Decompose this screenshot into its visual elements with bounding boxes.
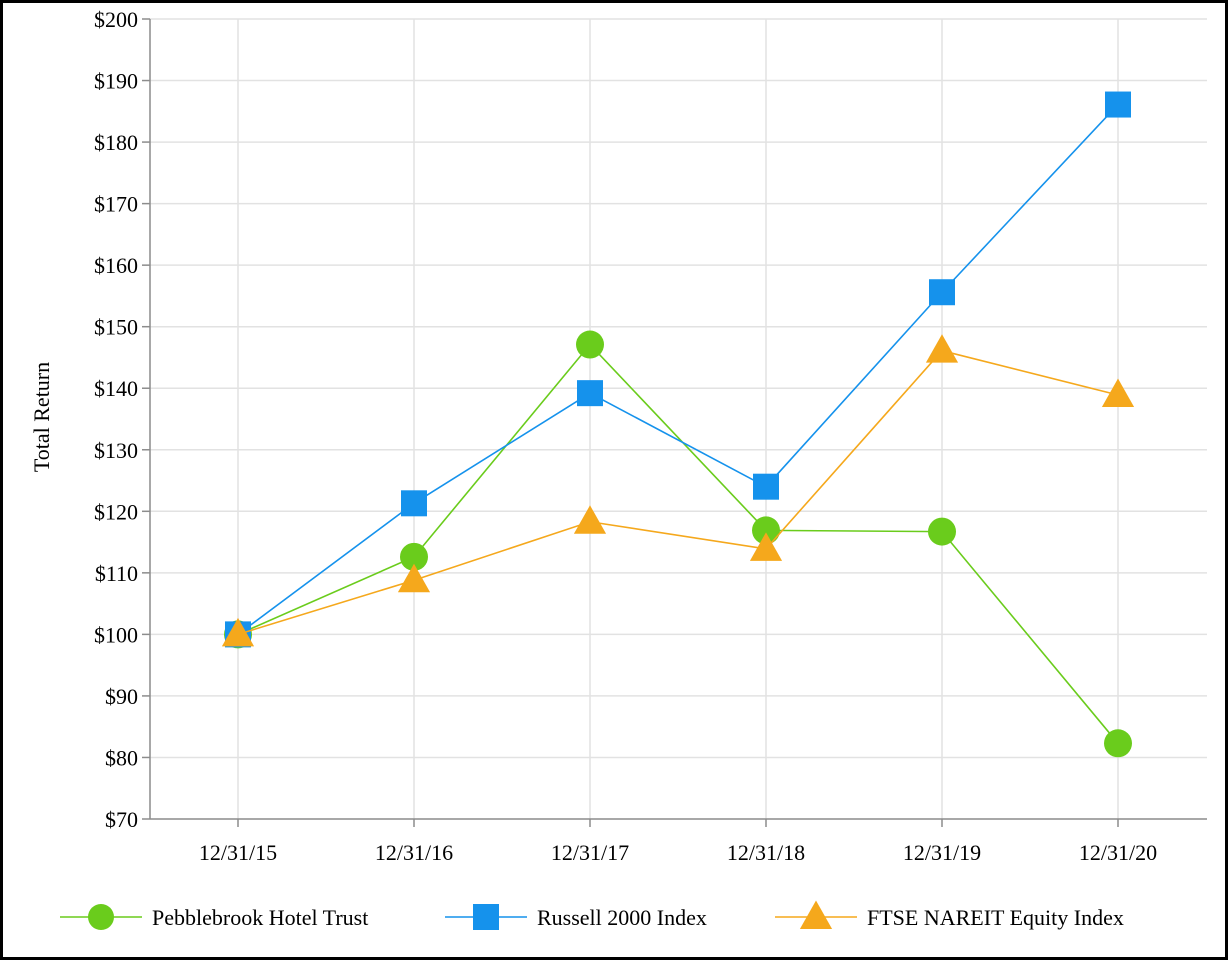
legend-label: FTSE NAREIT Equity Index <box>867 905 1124 930</box>
y-tick-label: $180 <box>94 130 138 155</box>
data-point-marker <box>749 532 783 561</box>
series-layer <box>221 91 1135 758</box>
x-tick-label: 12/31/16 <box>375 840 453 865</box>
y-tick-label: $190 <box>94 69 138 94</box>
y-tick-label: $90 <box>105 684 138 709</box>
legend-label: Pebblebrook Hotel Trust <box>152 905 368 930</box>
x-tick-label: 12/31/17 <box>551 840 629 865</box>
data-point-marker <box>929 279 955 306</box>
axes <box>142 18 1207 827</box>
data-point-marker <box>573 505 607 534</box>
y-tick-label: $100 <box>94 622 138 647</box>
total-return-line-chart: $70 $80 $90 $100 $110 $120 $130 $140 $150 $160 $17… <box>29 7 1207 930</box>
data-point-marker <box>577 380 603 407</box>
x-tick-label: 12/31/18 <box>727 840 805 865</box>
y-tick-label: $150 <box>94 315 138 340</box>
data-point-marker <box>397 563 431 593</box>
data-point-marker <box>1105 91 1131 118</box>
x-tick-label: 12/31/15 <box>199 840 277 865</box>
legend-marker <box>473 904 499 930</box>
legend-item-russell-2000-index: Russell 2000 Index <box>445 904 707 930</box>
y-tick-label: $110 <box>95 561 138 586</box>
data-point-marker <box>221 617 255 647</box>
legend-item-ftse-nareit-equity-index: FTSE NAREIT Equity Index <box>775 900 1124 930</box>
y-tick-label: $70 <box>105 807 138 832</box>
data-point-marker <box>1104 729 1132 758</box>
data-point-marker <box>400 542 428 571</box>
legend: Pebblebrook Hotel Trust Russell 2000 Inde… <box>60 900 1124 930</box>
y-axis-label: Total Return <box>29 362 54 472</box>
y-tick-label: $130 <box>94 438 138 463</box>
series-line <box>237 343 1119 744</box>
legend-label: Russell 2000 Index <box>537 905 707 930</box>
y-tick-label: $160 <box>94 253 138 278</box>
legend-item-pebblebrook-hotel-trust: Pebblebrook Hotel Trust <box>60 904 368 930</box>
data-point-marker <box>401 490 427 517</box>
y-tick-labels: $70 $80 $90 $100 $110 $120 $130 $140 $150 $160 $17… <box>94 7 138 832</box>
data-point-marker <box>925 334 959 363</box>
legend-marker <box>88 904 114 930</box>
legend-marker <box>799 900 833 929</box>
x-tick-label: 12/31/20 <box>1079 840 1157 865</box>
series-pebblebrook-hotel-trust <box>224 330 1132 758</box>
data-point-marker <box>752 516 780 545</box>
grid-lines <box>150 18 1207 819</box>
y-tick-label: $170 <box>94 192 138 217</box>
y-tick-label: $80 <box>105 745 138 770</box>
y-tick-label: $120 <box>94 499 138 524</box>
data-point-marker <box>576 330 604 359</box>
series-line <box>237 349 1119 636</box>
series-ftse-nareit-equity-index <box>221 334 1135 647</box>
y-tick-label: $200 <box>94 7 138 32</box>
series-line <box>237 103 1119 636</box>
y-tick-label: $140 <box>94 376 138 401</box>
data-point-marker <box>928 517 956 546</box>
series-russell-2000-index <box>225 91 1131 648</box>
data-point-marker <box>1101 378 1135 407</box>
data-point-marker <box>753 473 779 500</box>
x-tick-label: 12/31/19 <box>903 840 981 865</box>
x-tick-labels: 12/31/15 12/31/16 12/31/17 12/31/18 12/31/19… <box>199 840 1157 865</box>
